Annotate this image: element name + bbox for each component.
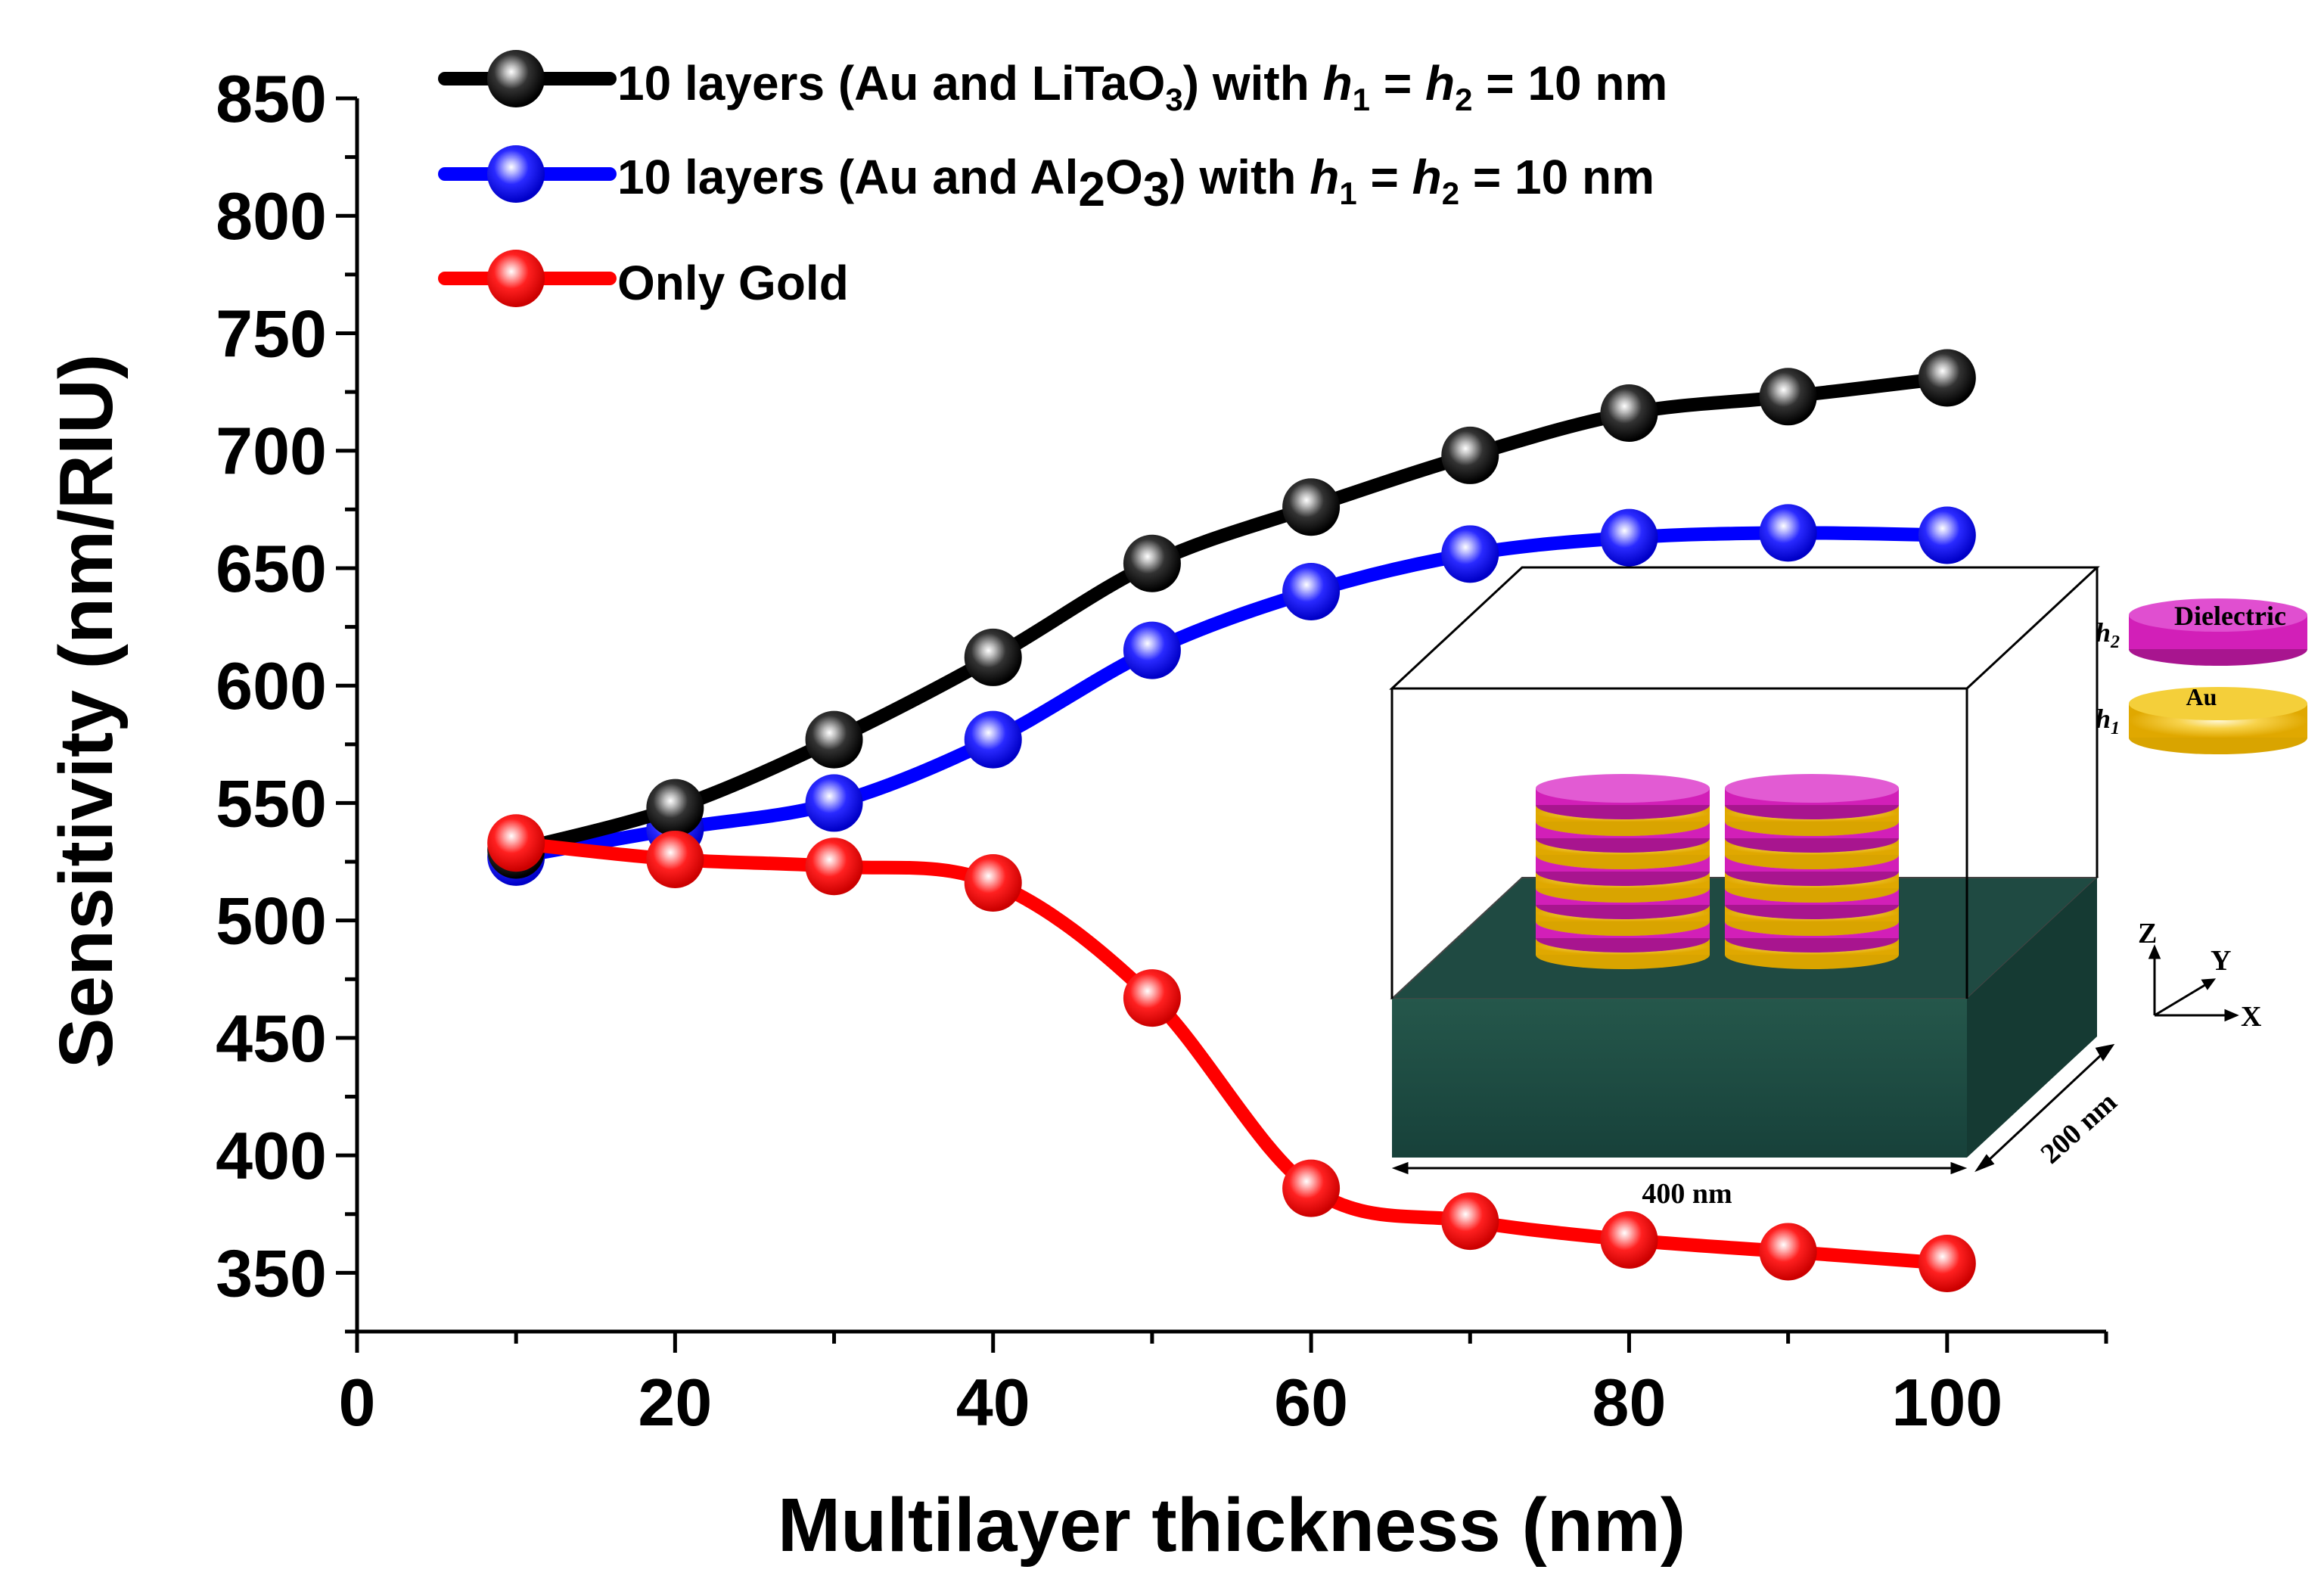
y-tick-label: 600: [216, 648, 327, 723]
legend-label-litao3: 10 layers (Au and LiTaO3) with h1 = h2 =…: [617, 56, 1667, 117]
pillar-disc-top: [1725, 774, 1899, 803]
data-point: [1600, 1211, 1658, 1269]
cladding-box: [1389, 566, 2100, 999]
legend-marker: [487, 145, 545, 203]
data-point: [1918, 1234, 1976, 1292]
dielectric-key-label: Dielectric: [2174, 601, 2286, 631]
z-axis-label: Z: [2138, 918, 2157, 949]
y-tick-label: 500: [216, 884, 327, 959]
legend-marker: [487, 50, 545, 107]
x-tick-label: 0: [339, 1365, 376, 1440]
series-line: [509, 526, 1954, 864]
data-point: [805, 774, 863, 832]
x-tick-label: 100: [1891, 1365, 2002, 1440]
y-tick-label: 850: [216, 61, 327, 136]
y-tick-label: 550: [216, 766, 327, 841]
y-tick-label: 750: [216, 296, 327, 371]
y-dir-label: Y: [2211, 945, 2231, 977]
data-point: [1600, 384, 1658, 443]
data-point: [805, 838, 863, 896]
pillar-disc-top: [1536, 774, 1710, 803]
x-dir-label: X: [2241, 1001, 2261, 1033]
data-point: [1441, 525, 1499, 583]
data-point: [1600, 508, 1658, 567]
data-point: [1759, 504, 1817, 562]
h2-key-label: h2: [2096, 617, 2120, 652]
data-point: [964, 628, 1022, 686]
y-ticks: 350 400 450 500 550 600 650 700 750 800 850: [216, 61, 357, 1334]
legend-marker: [487, 250, 545, 307]
y-tick-label: 650: [216, 531, 327, 606]
x-axis-title: Multilayer thickness (nm): [778, 1483, 1686, 1568]
axes: [355, 98, 2106, 1334]
y-axis-title: Sensitivity (nm/RIU): [44, 354, 129, 1069]
series-line: [509, 371, 1954, 857]
x-tick-label: 80: [1592, 1365, 1667, 1440]
data-point: [646, 830, 704, 888]
x-tick-label: 20: [638, 1365, 712, 1440]
y-tick-label: 800: [216, 179, 327, 253]
data-point: [646, 779, 704, 837]
coordinate-axes: [2148, 944, 2239, 1022]
data-point: [1441, 426, 1499, 484]
x-tick-label: 60: [1274, 1365, 1348, 1440]
legend: [438, 50, 617, 307]
series-line: [509, 836, 1954, 1270]
data-point: [1282, 1159, 1341, 1217]
x-ticks: 0 20 40 60 80 100: [339, 1332, 2108, 1440]
legend-label-al2o3: 10 layers (Au and Al2O3) with h1 = h2 = …: [617, 150, 1654, 216]
y-tick-label: 400: [216, 1118, 327, 1193]
substrate-side-face: [1967, 878, 2097, 1158]
y-tick-label: 450: [216, 1001, 327, 1076]
data-point: [1282, 478, 1341, 536]
y-tick-label: 350: [216, 1235, 327, 1310]
h1-key-label: h1: [2096, 704, 2120, 738]
data-series: [487, 349, 1976, 1292]
nanopillars: [1536, 774, 1899, 969]
depth-label: 200 nm: [2035, 1086, 2124, 1170]
dielectric-key-top: [2129, 598, 2307, 632]
layer-key: Dielectric Au h2 h1: [2096, 598, 2307, 754]
width-dimension: [1391, 1161, 1968, 1175]
data-point: [1759, 1223, 1817, 1281]
au-key-top: [2129, 687, 2307, 720]
data-point: [1918, 506, 1976, 564]
au-key-label: Au: [2186, 683, 2217, 710]
width-label: 400 nm: [1642, 1178, 1732, 1210]
data-point: [1123, 534, 1181, 592]
data-point: [964, 853, 1022, 912]
legend-label-gold: Only Gold: [617, 256, 849, 310]
inset-structure: Dielectric Au h2 h1 Z Y X 400 nm: [1389, 566, 2307, 1210]
data-point: [1441, 1192, 1499, 1251]
y-tick-label: 700: [216, 414, 327, 489]
data-point: [1918, 349, 1976, 407]
data-point: [964, 710, 1022, 769]
substrate-front-face: [1392, 999, 1967, 1158]
x-tick-label: 40: [956, 1365, 1030, 1440]
data-point: [805, 710, 863, 769]
data-point: [1123, 621, 1181, 679]
depth-dimension: [1974, 1043, 2115, 1173]
data-point: [1282, 563, 1341, 620]
data-point: [1759, 368, 1817, 426]
data-point: [487, 814, 545, 872]
data-point: [1123, 969, 1181, 1027]
